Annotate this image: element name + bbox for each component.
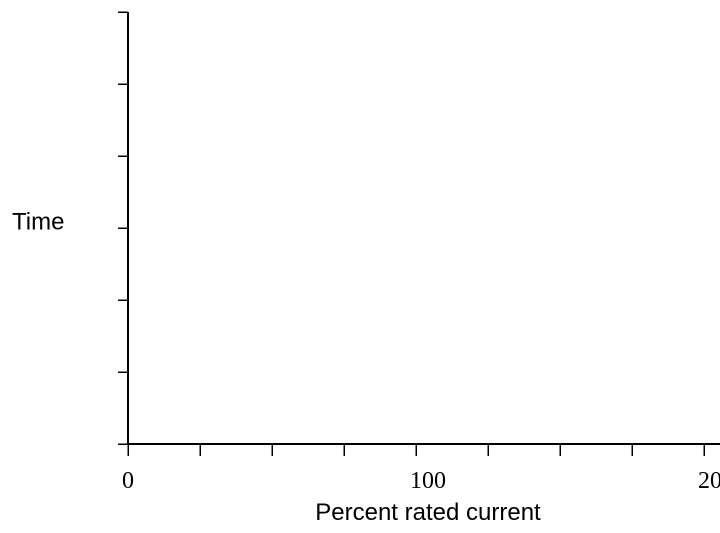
plot-area: 0 100 200 (118, 11, 720, 494)
x-tick-label-2: 200 (698, 468, 720, 494)
y-axis-title: Time (12, 208, 64, 235)
x-axis-title: Percent rated current (315, 499, 541, 526)
x-tick-labels: 0 100 200 (122, 468, 720, 494)
x-tick-label-1: 100 (410, 468, 446, 494)
y-ticks (118, 11, 128, 445)
x-tick-label-0: 0 (122, 468, 134, 494)
x-ticks (127, 444, 705, 456)
